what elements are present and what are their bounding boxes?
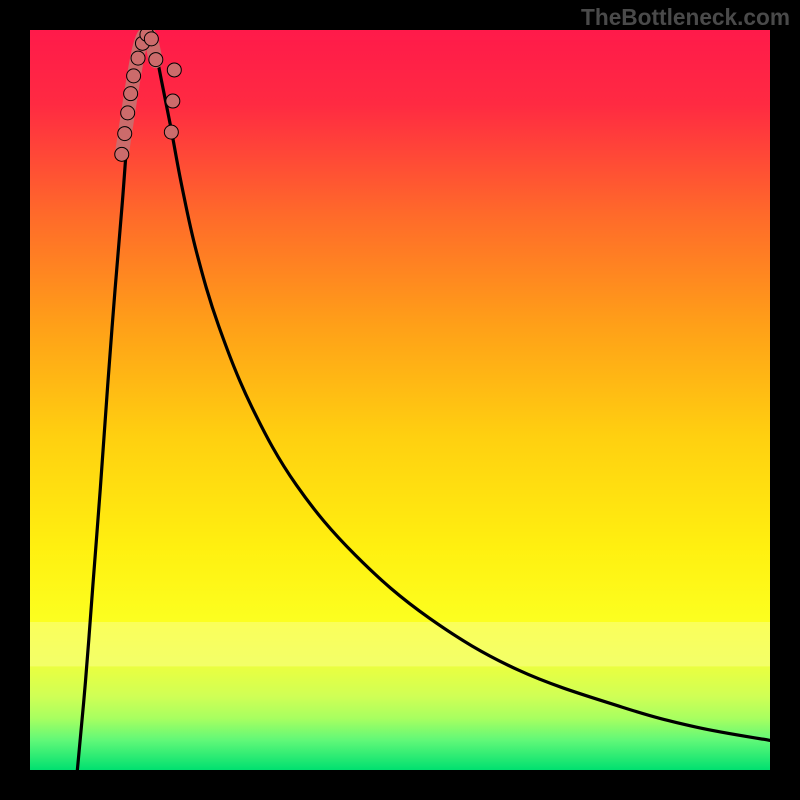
data-marker [124,87,138,101]
chart-container: TheBottleneck.com [0,0,800,800]
data-marker [166,94,180,108]
plot-area [30,30,770,770]
data-marker [149,53,163,67]
data-marker [115,147,129,161]
data-marker [118,127,132,141]
data-marker [127,69,141,83]
watermark-text: TheBottleneck.com [581,4,790,31]
chart-svg [30,30,770,770]
data-marker [144,32,158,46]
data-marker [121,106,135,120]
highlight-band [30,622,770,666]
data-marker [131,51,145,65]
data-marker [164,125,178,139]
data-marker [167,63,181,77]
